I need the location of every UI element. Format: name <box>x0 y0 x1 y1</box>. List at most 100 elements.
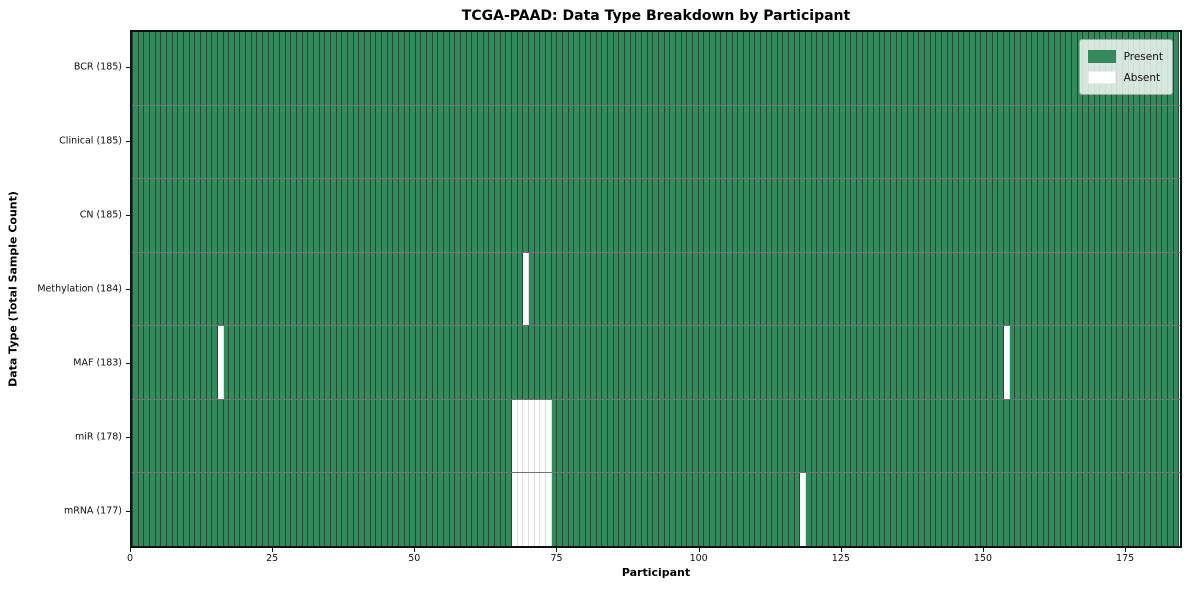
cell-present <box>212 399 218 473</box>
cell-present <box>715 326 722 399</box>
y-tick-mark <box>126 363 130 364</box>
cell-present <box>732 179 739 252</box>
cell-present <box>806 179 812 252</box>
cell-present <box>1100 473 1106 547</box>
cell-present <box>619 179 626 252</box>
cell-present <box>783 32 790 105</box>
cell-present <box>987 32 993 105</box>
cell-present <box>1105 326 1112 399</box>
cell-present <box>449 252 456 326</box>
cell-present <box>449 105 456 179</box>
cell-present <box>873 326 880 399</box>
cell-present <box>726 32 733 105</box>
cell-present <box>364 179 371 252</box>
cell-present <box>246 252 252 326</box>
cell-present <box>1015 399 1022 473</box>
cell-present <box>936 105 942 179</box>
cell-present <box>1156 179 1163 252</box>
cell-present <box>161 252 167 326</box>
cell-present <box>964 399 971 473</box>
cell-present <box>398 399 405 473</box>
cell-present <box>330 399 337 473</box>
cell-present <box>630 399 637 473</box>
cell-present <box>913 32 920 105</box>
cell-present <box>149 252 156 326</box>
cell-present <box>726 326 733 399</box>
cell-present <box>981 105 988 179</box>
cell-present <box>308 105 314 179</box>
cell-present <box>398 32 405 105</box>
cell-present <box>975 473 982 547</box>
cell-present <box>789 326 795 399</box>
cell-present <box>585 473 592 547</box>
cell-present <box>800 32 807 105</box>
cell-present <box>1173 179 1180 252</box>
cell-present <box>1094 179 1101 252</box>
cell-present <box>376 326 382 399</box>
legend-entry-absent: Absent <box>1087 67 1163 88</box>
cell-present <box>636 32 643 105</box>
cell-present <box>1054 326 1061 399</box>
cell-present <box>506 473 512 547</box>
cell-present <box>444 326 450 399</box>
cell-present <box>574 399 580 473</box>
cell-present <box>1156 252 1163 326</box>
cell-present <box>851 105 857 179</box>
cell-present <box>1128 105 1135 179</box>
cell-present <box>274 105 281 179</box>
cell-present <box>862 399 869 473</box>
cell-present <box>726 473 733 547</box>
cell-present <box>1094 105 1101 179</box>
cell-present <box>579 326 586 399</box>
cell-present <box>166 399 173 473</box>
cell-present <box>857 473 863 547</box>
cell-present <box>195 326 201 399</box>
cell-present <box>670 252 676 326</box>
cell-present <box>647 179 654 252</box>
cell-present <box>557 32 563 105</box>
cell-present <box>885 473 891 547</box>
cell-present <box>585 326 592 399</box>
cell-absent <box>534 473 541 547</box>
cell-present <box>851 473 857 547</box>
cell-present <box>1139 326 1146 399</box>
cell-present <box>953 473 959 547</box>
cell-absent <box>540 399 546 473</box>
cell-present <box>1004 179 1010 252</box>
cell-present <box>240 399 247 473</box>
cell-present <box>387 179 394 252</box>
cell-present <box>387 252 394 326</box>
cell-present <box>545 32 552 105</box>
cell-present <box>681 32 688 105</box>
cell-present <box>907 179 914 252</box>
cell-present <box>393 326 399 399</box>
cell-present <box>681 473 688 547</box>
cell-present <box>1032 326 1038 399</box>
cell-present <box>1128 179 1135 252</box>
cell-present <box>427 473 433 547</box>
cell-present <box>319 105 326 179</box>
y-tick-label: BCR (185) <box>73 61 122 73</box>
cell-present <box>500 473 507 547</box>
cell-present <box>1021 105 1027 179</box>
cell-present <box>936 179 942 252</box>
cell-present <box>664 105 671 179</box>
cell-present <box>692 252 699 326</box>
cell-present <box>359 179 365 252</box>
cell-present <box>902 473 908 547</box>
cell-present <box>229 105 235 179</box>
y-tick-mark <box>126 511 130 512</box>
cell-present <box>964 105 971 179</box>
cell-present <box>992 179 999 252</box>
cell-present <box>1043 105 1050 179</box>
cell-present <box>823 179 829 252</box>
cell-present <box>772 105 778 179</box>
cell-present <box>958 252 965 326</box>
cell-present <box>415 179 422 252</box>
y-tick-label: mRNA (177) <box>63 505 122 517</box>
cell-present <box>692 32 699 105</box>
cell-present <box>726 105 733 179</box>
cell-present <box>364 473 371 547</box>
cell-present <box>291 32 298 105</box>
cell-present <box>280 32 286 105</box>
